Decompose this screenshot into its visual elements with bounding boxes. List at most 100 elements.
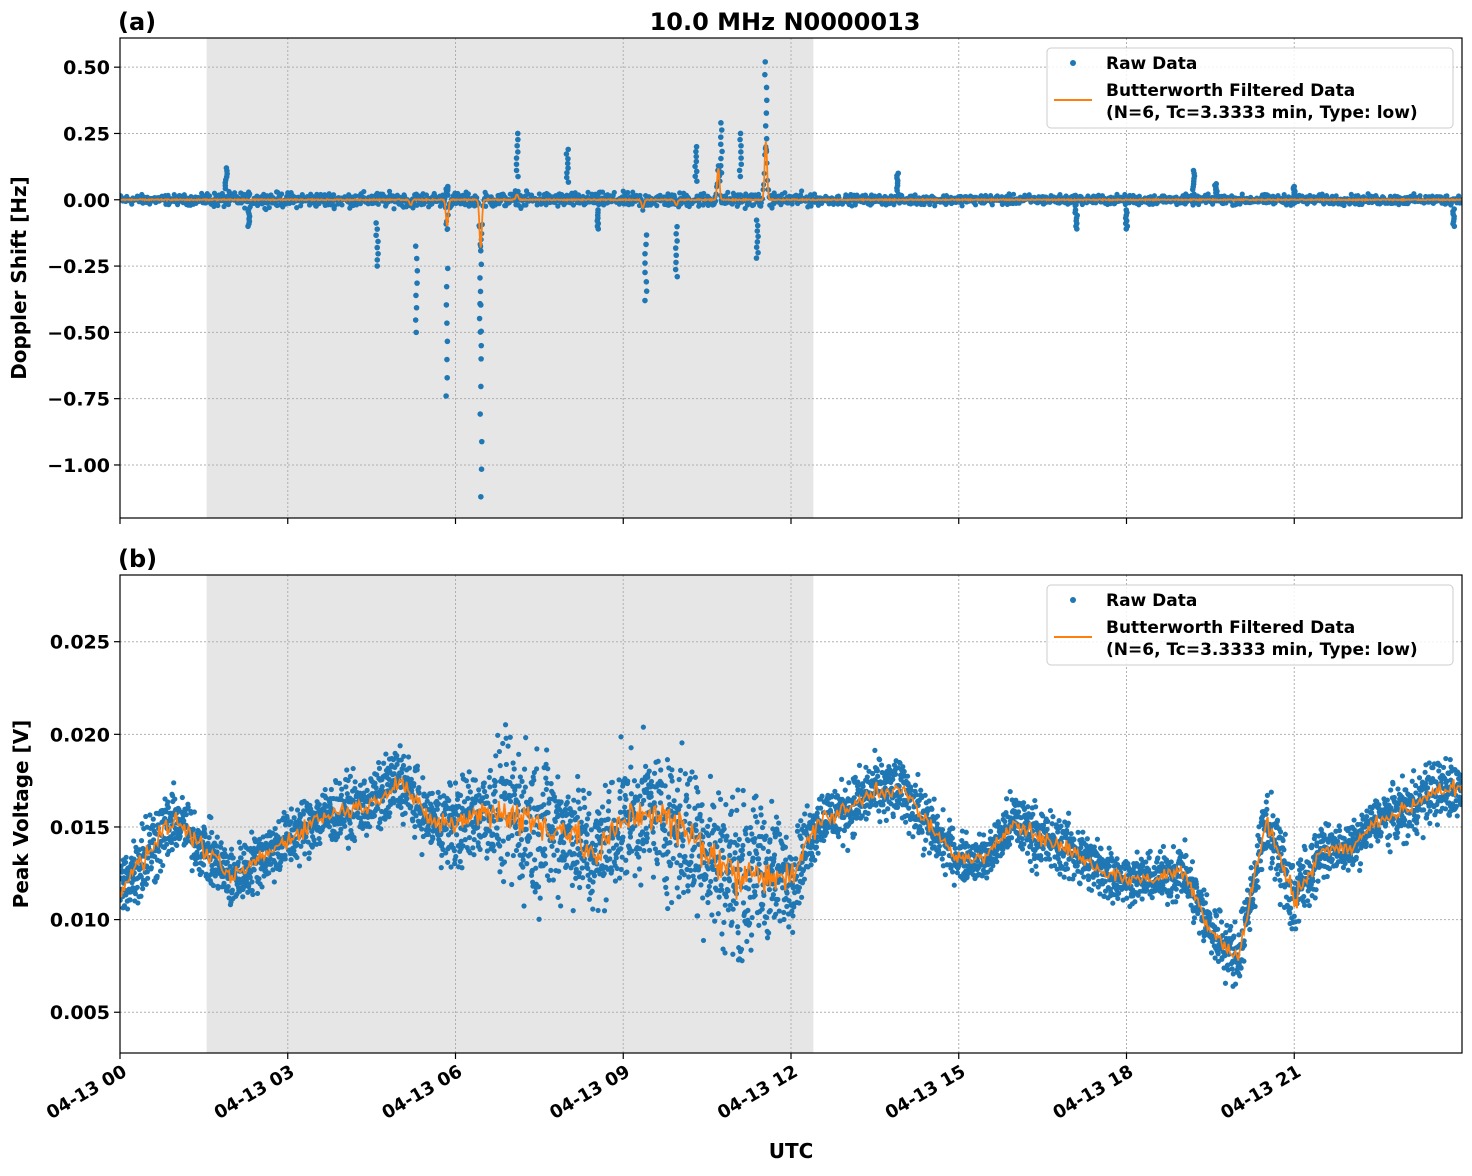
raw-data-point xyxy=(617,796,622,801)
raw-data-spike-point xyxy=(1452,223,1458,229)
x-tick-label: 04-13 09 xyxy=(546,1061,633,1124)
raw-data-spike-point xyxy=(515,149,521,155)
raw-data-point xyxy=(448,783,453,788)
raw-data-spike-point xyxy=(642,260,648,266)
raw-data-point xyxy=(756,923,761,928)
raw-data-point xyxy=(749,932,754,937)
raw-data-point xyxy=(587,791,592,796)
raw-data-point xyxy=(755,819,760,824)
legend-filtered-label: Butterworth Filtered Data xyxy=(1106,81,1355,101)
raw-data-point xyxy=(191,827,196,832)
raw-data-point xyxy=(576,799,581,804)
raw-data-point xyxy=(746,886,751,891)
raw-data-point xyxy=(500,741,505,746)
raw-data-spike-point xyxy=(718,141,724,147)
raw-data-spike-point xyxy=(673,260,679,266)
raw-data-point xyxy=(596,811,601,816)
legend-raw-marker xyxy=(1070,60,1076,66)
raw-data-point xyxy=(647,769,652,774)
raw-data-point xyxy=(415,763,420,768)
raw-data-point xyxy=(226,884,231,889)
raw-data-point xyxy=(487,775,492,780)
raw-data-point xyxy=(628,765,633,770)
raw-data-point xyxy=(337,781,342,786)
raw-data-point xyxy=(676,894,681,899)
raw-data-point xyxy=(521,903,526,908)
raw-data-spike-point xyxy=(445,184,451,190)
raw-data-point xyxy=(623,797,628,802)
raw-data-point xyxy=(255,891,260,896)
raw-data-point xyxy=(347,821,352,826)
raw-data-point xyxy=(534,746,539,751)
raw-data-point xyxy=(523,847,528,852)
raw-data-point xyxy=(618,846,623,851)
raw-data-point xyxy=(292,815,297,820)
raw-data-point xyxy=(541,802,546,807)
raw-data-point xyxy=(381,761,386,766)
raw-data-point xyxy=(663,783,668,788)
raw-data-point xyxy=(641,848,646,853)
raw-data-point xyxy=(715,826,720,831)
raw-data-point xyxy=(752,836,757,841)
raw-data-point xyxy=(294,855,299,860)
raw-data-spike-point xyxy=(413,293,419,299)
raw-data-spike-point xyxy=(478,494,484,500)
raw-data-point xyxy=(656,759,661,764)
raw-data-point xyxy=(240,894,245,899)
raw-data-spike-point xyxy=(595,226,601,232)
raw-data-point xyxy=(496,837,501,842)
shaded-region xyxy=(207,38,814,518)
raw-data-spike-point xyxy=(565,147,571,153)
raw-data-point xyxy=(249,879,254,884)
x-tick-label: 04-13 12 xyxy=(714,1061,801,1124)
raw-data-point xyxy=(165,799,170,804)
raw-data-point xyxy=(730,952,735,957)
raw-data-point xyxy=(201,862,206,867)
raw-data-point xyxy=(298,844,303,849)
raw-data-point xyxy=(533,889,538,894)
raw-data-point xyxy=(649,794,654,799)
y-tick-label: −0.75 xyxy=(47,389,110,411)
raw-data-point xyxy=(138,894,143,899)
raw-data-spike-point xyxy=(673,245,679,251)
raw-data-point xyxy=(502,859,507,864)
raw-data-point xyxy=(403,811,408,816)
raw-data-point xyxy=(361,189,366,194)
raw-data-point xyxy=(722,950,727,955)
raw-data-point xyxy=(149,865,154,870)
raw-data-point xyxy=(662,828,667,833)
raw-data-point xyxy=(492,799,497,804)
raw-data-spike-point xyxy=(764,85,770,91)
raw-data-point xyxy=(553,819,558,824)
legend-filtered-params: (N=6, Tc=3.3333 min, Type: low) xyxy=(1106,103,1418,123)
raw-data-spike-point xyxy=(738,155,744,161)
raw-data-spike-point xyxy=(643,242,649,248)
raw-data-point xyxy=(629,791,634,796)
raw-data-spike-point xyxy=(718,120,724,126)
raw-data-point xyxy=(724,894,729,899)
raw-data-point xyxy=(512,792,517,797)
raw-data-point xyxy=(518,774,523,779)
raw-data-point xyxy=(668,861,673,866)
raw-data-point xyxy=(739,947,744,952)
raw-data-point xyxy=(509,833,514,838)
raw-data-point xyxy=(430,836,435,841)
raw-data-point xyxy=(628,745,633,750)
raw-data-point xyxy=(707,817,712,822)
raw-data-point xyxy=(746,838,751,843)
raw-data-point xyxy=(329,787,334,792)
raw-data-spike-point xyxy=(514,155,520,161)
raw-data-point xyxy=(440,841,445,846)
raw-data-point xyxy=(602,871,607,876)
raw-data-point xyxy=(651,875,656,880)
raw-data-point xyxy=(144,882,149,887)
raw-data-point xyxy=(719,883,724,888)
raw-data-point xyxy=(665,849,670,854)
raw-data-spike-point xyxy=(245,223,251,229)
raw-data-spike-point xyxy=(738,131,744,137)
raw-data-point xyxy=(575,860,580,865)
raw-data-point xyxy=(637,866,642,871)
raw-data-point xyxy=(654,203,659,208)
raw-data-point xyxy=(572,851,577,856)
raw-data-point xyxy=(683,771,688,776)
